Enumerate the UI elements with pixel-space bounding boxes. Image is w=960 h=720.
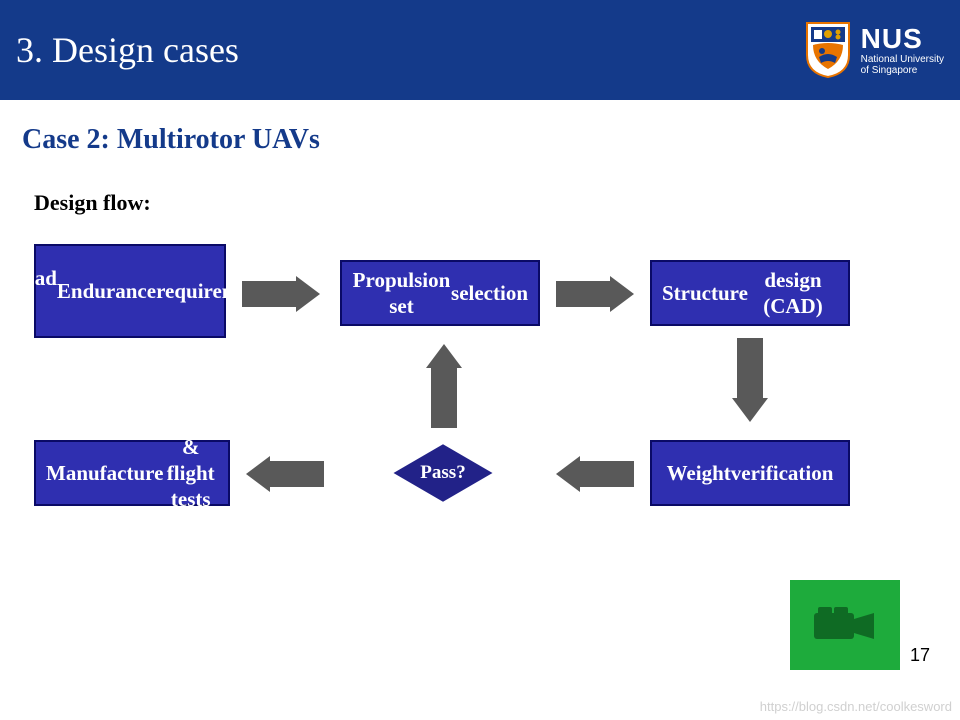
page-number: 17 [910,645,930,666]
flow-arrow-n2-n3 [556,276,634,312]
flow-node-n3: Structuredesign (CAD) [650,260,850,326]
slide-header: 3. Design cases NUS National University … [0,0,960,100]
flow-arrow-n4-n5 [556,456,634,492]
flow-arrow-n1-n2 [242,276,320,312]
video-camera-icon [810,603,880,647]
flow-node-n1: Payload &Endurancerequirements [34,244,226,338]
logo-line1: National University [861,54,944,65]
video-button[interactable] [790,580,900,670]
flow-node-n2: Propulsion setselection [340,260,540,326]
case-subtitle: Case 2: Multirotor UAVs [22,124,320,156]
flow-arrow-n5-n2 [426,344,462,428]
flow-arrow-n5-n6 [246,456,324,492]
flow-node-n6: Manufacture& flight tests [34,440,230,506]
design-flow-label: Design flow: [34,190,151,216]
flow-decision-n5: Pass? [384,438,502,508]
flow-node-n4: Weightverification [650,440,850,506]
slide-title: 3. Design cases [16,29,239,71]
shield-icon [805,21,851,79]
nus-logo: NUS National University of Singapore [805,21,944,79]
flow-decision-label: Pass? [420,462,465,484]
flowchart: Payload &Endurancerequirements Propulsion… [0,220,960,580]
watermark: https://blog.csdn.net/coolkesword [760,699,952,714]
flow-arrow-n3-n4 [732,338,768,422]
logo-text: NUS National University of Singapore [861,24,944,77]
logo-line2: of Singapore [861,65,944,76]
logo-acronym: NUS [861,24,944,55]
